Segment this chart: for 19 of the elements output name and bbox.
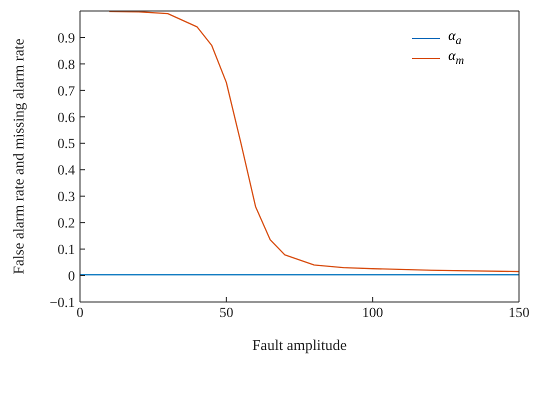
- y-tick-label: 0.3: [58, 190, 75, 206]
- x-tick-label: 50: [219, 306, 234, 321]
- y-tick-label: 0.4: [58, 164, 75, 179]
- y-tick-label: 0.7: [58, 84, 75, 100]
- y-tick-label: 0.1: [58, 243, 75, 258]
- line-series: [108, 11, 519, 272]
- y-tick-label: 0.8: [58, 58, 75, 73]
- y-axis-title: False alarm rate and missing alarm rate: [11, 38, 28, 274]
- y-tick-label: 0.5: [58, 137, 75, 152]
- legend-label: α$_{m}$: [448, 49, 464, 67]
- y-tick-label: 0.9: [58, 31, 75, 46]
- y-tick-label: 0.6: [58, 110, 75, 126]
- legend-label: α$_{a}$: [448, 29, 462, 47]
- x-tick-label: 100: [362, 306, 384, 321]
- x-axis-title: Fault amplitude: [252, 338, 348, 354]
- y-tick-label: −0.1: [50, 296, 75, 311]
- y-tick-label: 0.2: [58, 216, 75, 232]
- y-tick-label: 0: [68, 270, 75, 285]
- x-tick-label: 150: [508, 306, 530, 321]
